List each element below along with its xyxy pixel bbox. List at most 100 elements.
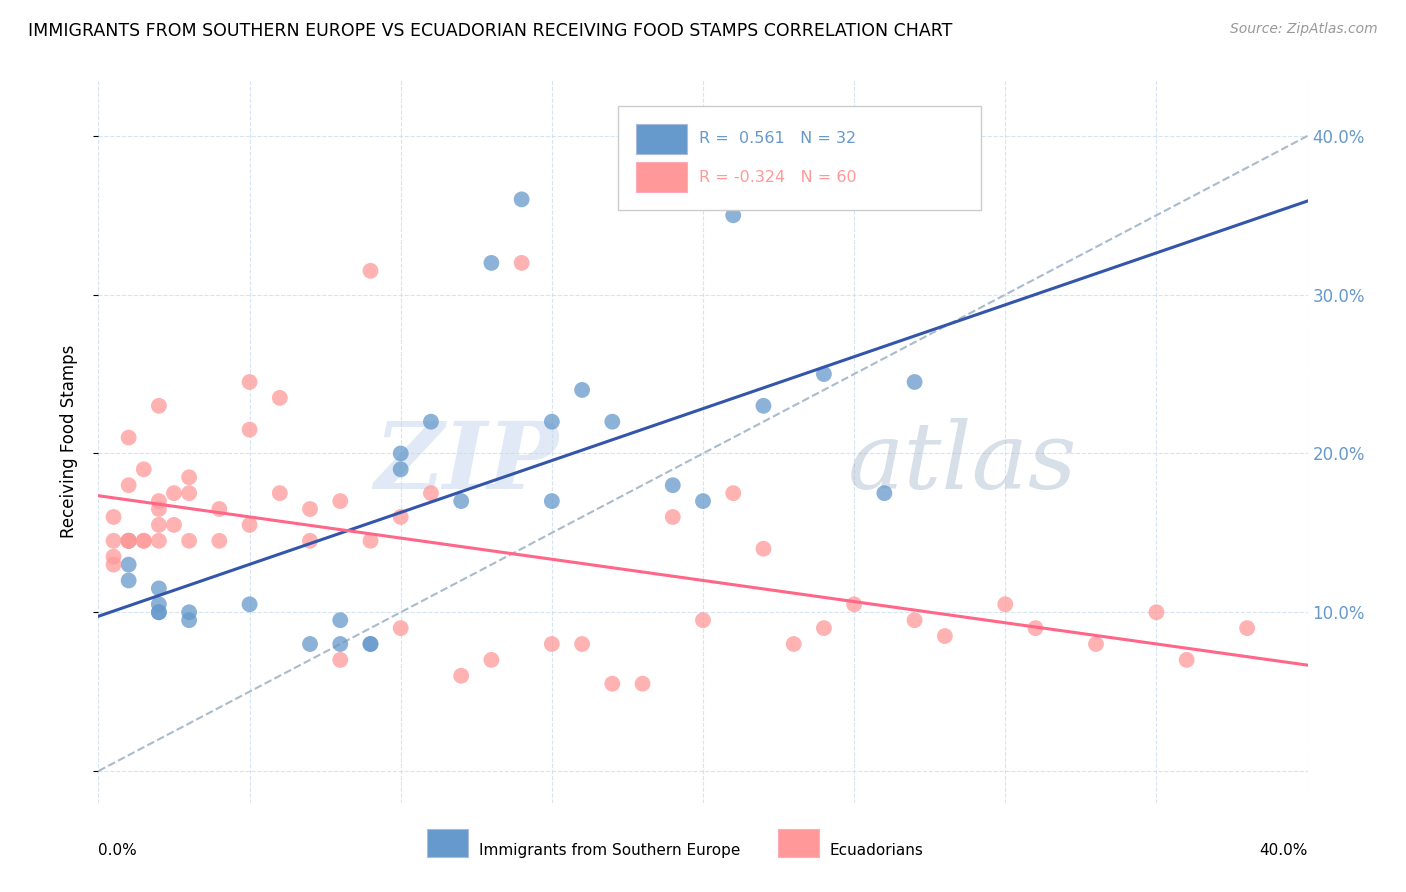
Text: Immigrants from Southern Europe: Immigrants from Southern Europe bbox=[479, 843, 741, 858]
Point bbox=[208, 533, 231, 548]
Point bbox=[118, 533, 141, 548]
Point bbox=[360, 637, 382, 651]
Point bbox=[360, 533, 382, 548]
Point bbox=[118, 431, 141, 445]
Point bbox=[752, 399, 775, 413]
Text: Ecuadorians: Ecuadorians bbox=[830, 843, 924, 858]
Point bbox=[148, 582, 170, 596]
Point bbox=[692, 613, 714, 627]
Point bbox=[299, 502, 322, 516]
Point bbox=[132, 462, 155, 476]
Text: IMMIGRANTS FROM SOUTHERN EUROPE VS ECUADORIAN RECEIVING FOOD STAMPS CORRELATION : IMMIGRANTS FROM SOUTHERN EUROPE VS ECUAD… bbox=[28, 22, 952, 40]
Point bbox=[103, 558, 125, 572]
Point bbox=[103, 510, 125, 524]
FancyBboxPatch shape bbox=[637, 162, 688, 193]
FancyBboxPatch shape bbox=[427, 829, 468, 857]
Point bbox=[329, 613, 352, 627]
Point bbox=[118, 533, 141, 548]
Y-axis label: Receiving Food Stamps: Receiving Food Stamps bbox=[59, 345, 77, 538]
Point bbox=[873, 486, 896, 500]
Point bbox=[844, 597, 866, 611]
Point bbox=[148, 494, 170, 508]
Point bbox=[723, 486, 745, 500]
Point bbox=[269, 391, 291, 405]
Point bbox=[208, 502, 231, 516]
Point bbox=[481, 256, 503, 270]
Point bbox=[269, 486, 291, 500]
Point bbox=[148, 597, 170, 611]
Point bbox=[389, 510, 412, 524]
Point bbox=[904, 613, 927, 627]
Text: atlas: atlas bbox=[848, 418, 1077, 508]
Point bbox=[389, 621, 412, 635]
Text: Source: ZipAtlas.com: Source: ZipAtlas.com bbox=[1230, 22, 1378, 37]
Point bbox=[904, 375, 927, 389]
Point bbox=[239, 597, 262, 611]
Point bbox=[179, 470, 201, 484]
Point bbox=[602, 415, 624, 429]
Point bbox=[540, 415, 562, 429]
Point bbox=[813, 621, 835, 635]
Point bbox=[148, 502, 170, 516]
Point bbox=[360, 637, 382, 651]
Point bbox=[329, 637, 352, 651]
Point bbox=[132, 533, 155, 548]
Point bbox=[420, 415, 443, 429]
Point bbox=[118, 533, 141, 548]
Text: R =  0.561   N = 32: R = 0.561 N = 32 bbox=[699, 131, 856, 146]
Point bbox=[360, 264, 382, 278]
Point bbox=[239, 375, 262, 389]
Point bbox=[118, 533, 141, 548]
Point bbox=[510, 193, 533, 207]
Point bbox=[934, 629, 956, 643]
Point bbox=[540, 494, 562, 508]
Point bbox=[118, 574, 141, 588]
Point bbox=[571, 637, 593, 651]
Point bbox=[179, 605, 201, 619]
Point bbox=[179, 613, 201, 627]
Point bbox=[299, 637, 322, 651]
FancyBboxPatch shape bbox=[619, 105, 981, 211]
Point bbox=[389, 446, 412, 460]
Point bbox=[148, 533, 170, 548]
Point bbox=[571, 383, 593, 397]
Point bbox=[752, 541, 775, 556]
Point bbox=[148, 399, 170, 413]
Point bbox=[148, 517, 170, 532]
Point bbox=[132, 533, 155, 548]
Text: ZIP: ZIP bbox=[374, 418, 558, 508]
Point bbox=[103, 549, 125, 564]
Point bbox=[148, 605, 170, 619]
Point bbox=[994, 597, 1017, 611]
Point bbox=[1175, 653, 1198, 667]
Point bbox=[239, 423, 262, 437]
Point bbox=[723, 208, 745, 222]
Point bbox=[103, 533, 125, 548]
Text: 40.0%: 40.0% bbox=[1260, 843, 1308, 857]
Text: R = -0.324   N = 60: R = -0.324 N = 60 bbox=[699, 169, 858, 185]
Text: 0.0%: 0.0% bbox=[98, 843, 138, 857]
Point bbox=[540, 637, 562, 651]
Point bbox=[450, 669, 472, 683]
Point bbox=[389, 462, 412, 476]
Point bbox=[631, 676, 654, 690]
Point bbox=[1024, 621, 1046, 635]
Point bbox=[602, 676, 624, 690]
Point bbox=[661, 478, 683, 492]
Point bbox=[329, 494, 352, 508]
Point bbox=[783, 637, 806, 651]
Point bbox=[148, 605, 170, 619]
Point bbox=[1085, 637, 1108, 651]
Point bbox=[163, 517, 186, 532]
FancyBboxPatch shape bbox=[637, 124, 688, 154]
Point bbox=[813, 367, 835, 381]
Point bbox=[510, 256, 533, 270]
Point bbox=[420, 486, 443, 500]
Point bbox=[481, 653, 503, 667]
Point bbox=[118, 478, 141, 492]
Point bbox=[118, 558, 141, 572]
Point bbox=[179, 533, 201, 548]
Point bbox=[163, 486, 186, 500]
FancyBboxPatch shape bbox=[778, 829, 820, 857]
Point bbox=[179, 486, 201, 500]
